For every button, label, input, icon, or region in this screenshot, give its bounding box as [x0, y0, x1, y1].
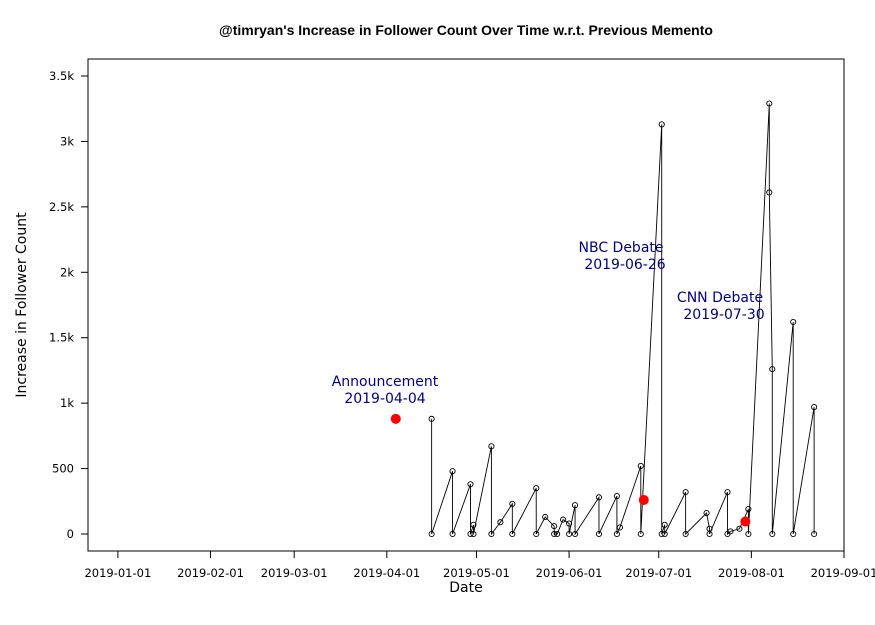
- data-point: [745, 530, 752, 538]
- data-point: [658, 530, 665, 538]
- x-axis: 2019-01-01 2019-02-01 2019-03-01 2019-04-01…: [84, 550, 875, 580]
- data-point: [572, 530, 579, 538]
- series-layer: [428, 100, 818, 538]
- data-point: [703, 510, 710, 517]
- data-point: [551, 530, 558, 538]
- event-label: Announcement: [332, 374, 439, 390]
- x-tick-label: 2019-02-01: [177, 566, 244, 580]
- chart-title: @timryan's Increase in Follower Count Ov…: [219, 22, 713, 38]
- data-point: [554, 530, 561, 538]
- x-tick-label: 2019-06-01: [536, 566, 603, 580]
- data-point: [613, 530, 620, 538]
- x-tick-label: 2019-05-01: [443, 566, 510, 580]
- x-tick-label: 2019-09-01: [811, 566, 875, 580]
- data-point: [766, 189, 773, 196]
- data-point: [551, 523, 558, 530]
- data-point: [428, 530, 435, 538]
- x-tick-label: 2019-03-01: [261, 566, 328, 580]
- y-tick-label: 1k: [60, 396, 74, 410]
- data-point: [769, 366, 776, 373]
- x-tick-label: 2019-01-01: [84, 566, 151, 580]
- data-point: [682, 489, 689, 496]
- data-point: [706, 530, 713, 538]
- data-point: [637, 530, 644, 538]
- data-point: [595, 494, 603, 501]
- y-tick-label: 2k: [60, 265, 74, 279]
- y-axis: 0 500 1k 1.5k 2k 2.5k 3k 3.5k: [49, 69, 89, 541]
- event-label: NBC Debate: [578, 240, 663, 256]
- x-axis-label: Date: [449, 580, 482, 596]
- data-point: [467, 481, 474, 488]
- x-tick-label: 2019-04-01: [353, 566, 420, 580]
- data-point: [470, 530, 477, 538]
- data-point: [428, 415, 435, 422]
- data-point: [727, 528, 734, 535]
- data-point: [470, 521, 477, 528]
- data-point: [449, 468, 456, 475]
- data-point: [682, 530, 689, 538]
- data-point: [616, 524, 623, 531]
- event-marker: [638, 494, 649, 505]
- data-point: [509, 500, 516, 507]
- data-point: [572, 502, 579, 509]
- data-point: [658, 121, 665, 128]
- data-point: [661, 530, 668, 538]
- data-point: [509, 530, 516, 538]
- data-point: [566, 520, 573, 527]
- data-point: [533, 485, 540, 492]
- event-date-label: 2019-07-30: [683, 307, 764, 323]
- data-point: [533, 530, 540, 538]
- data-point: [790, 318, 797, 326]
- y-tick-label: 3k: [60, 134, 74, 148]
- y-tick-label: 0: [67, 527, 74, 541]
- data-point: [566, 530, 573, 538]
- data-point: [661, 521, 668, 528]
- data-point: [613, 492, 620, 500]
- event-date-label: 2019-06-26: [584, 257, 665, 273]
- data-point: [560, 516, 567, 523]
- y-tick-label: 1.5k: [49, 331, 74, 345]
- event-marker: [740, 516, 751, 527]
- y-axis-label: Increase in Follower Count: [14, 212, 30, 398]
- data-point: [467, 530, 474, 538]
- series-line: [431, 103, 815, 536]
- data-point: [488, 530, 495, 538]
- x-tick-label: 2019-08-01: [718, 566, 785, 580]
- data-point: [595, 530, 603, 538]
- data-point: [449, 530, 456, 538]
- data-point: [811, 404, 818, 411]
- data-point: [766, 100, 773, 107]
- data-point: [811, 530, 818, 538]
- data-point: [542, 513, 549, 521]
- event-marker: [390, 413, 401, 424]
- x-tick-label: 2019-07-01: [625, 566, 692, 580]
- data-point: [497, 519, 504, 526]
- data-point: [488, 443, 495, 450]
- data-point: [724, 489, 731, 496]
- y-tick-label: 2.5k: [49, 200, 74, 214]
- data-point: [736, 525, 743, 532]
- event-label: CNN Debate: [677, 290, 763, 306]
- event-date-label: 2019-04-04: [344, 391, 425, 407]
- data-point: [769, 530, 776, 538]
- data-point: [637, 462, 644, 469]
- data-point: [790, 530, 797, 538]
- data-point: [745, 506, 752, 513]
- y-tick-label: 500: [52, 462, 74, 476]
- y-tick-label: 3.5k: [49, 69, 74, 83]
